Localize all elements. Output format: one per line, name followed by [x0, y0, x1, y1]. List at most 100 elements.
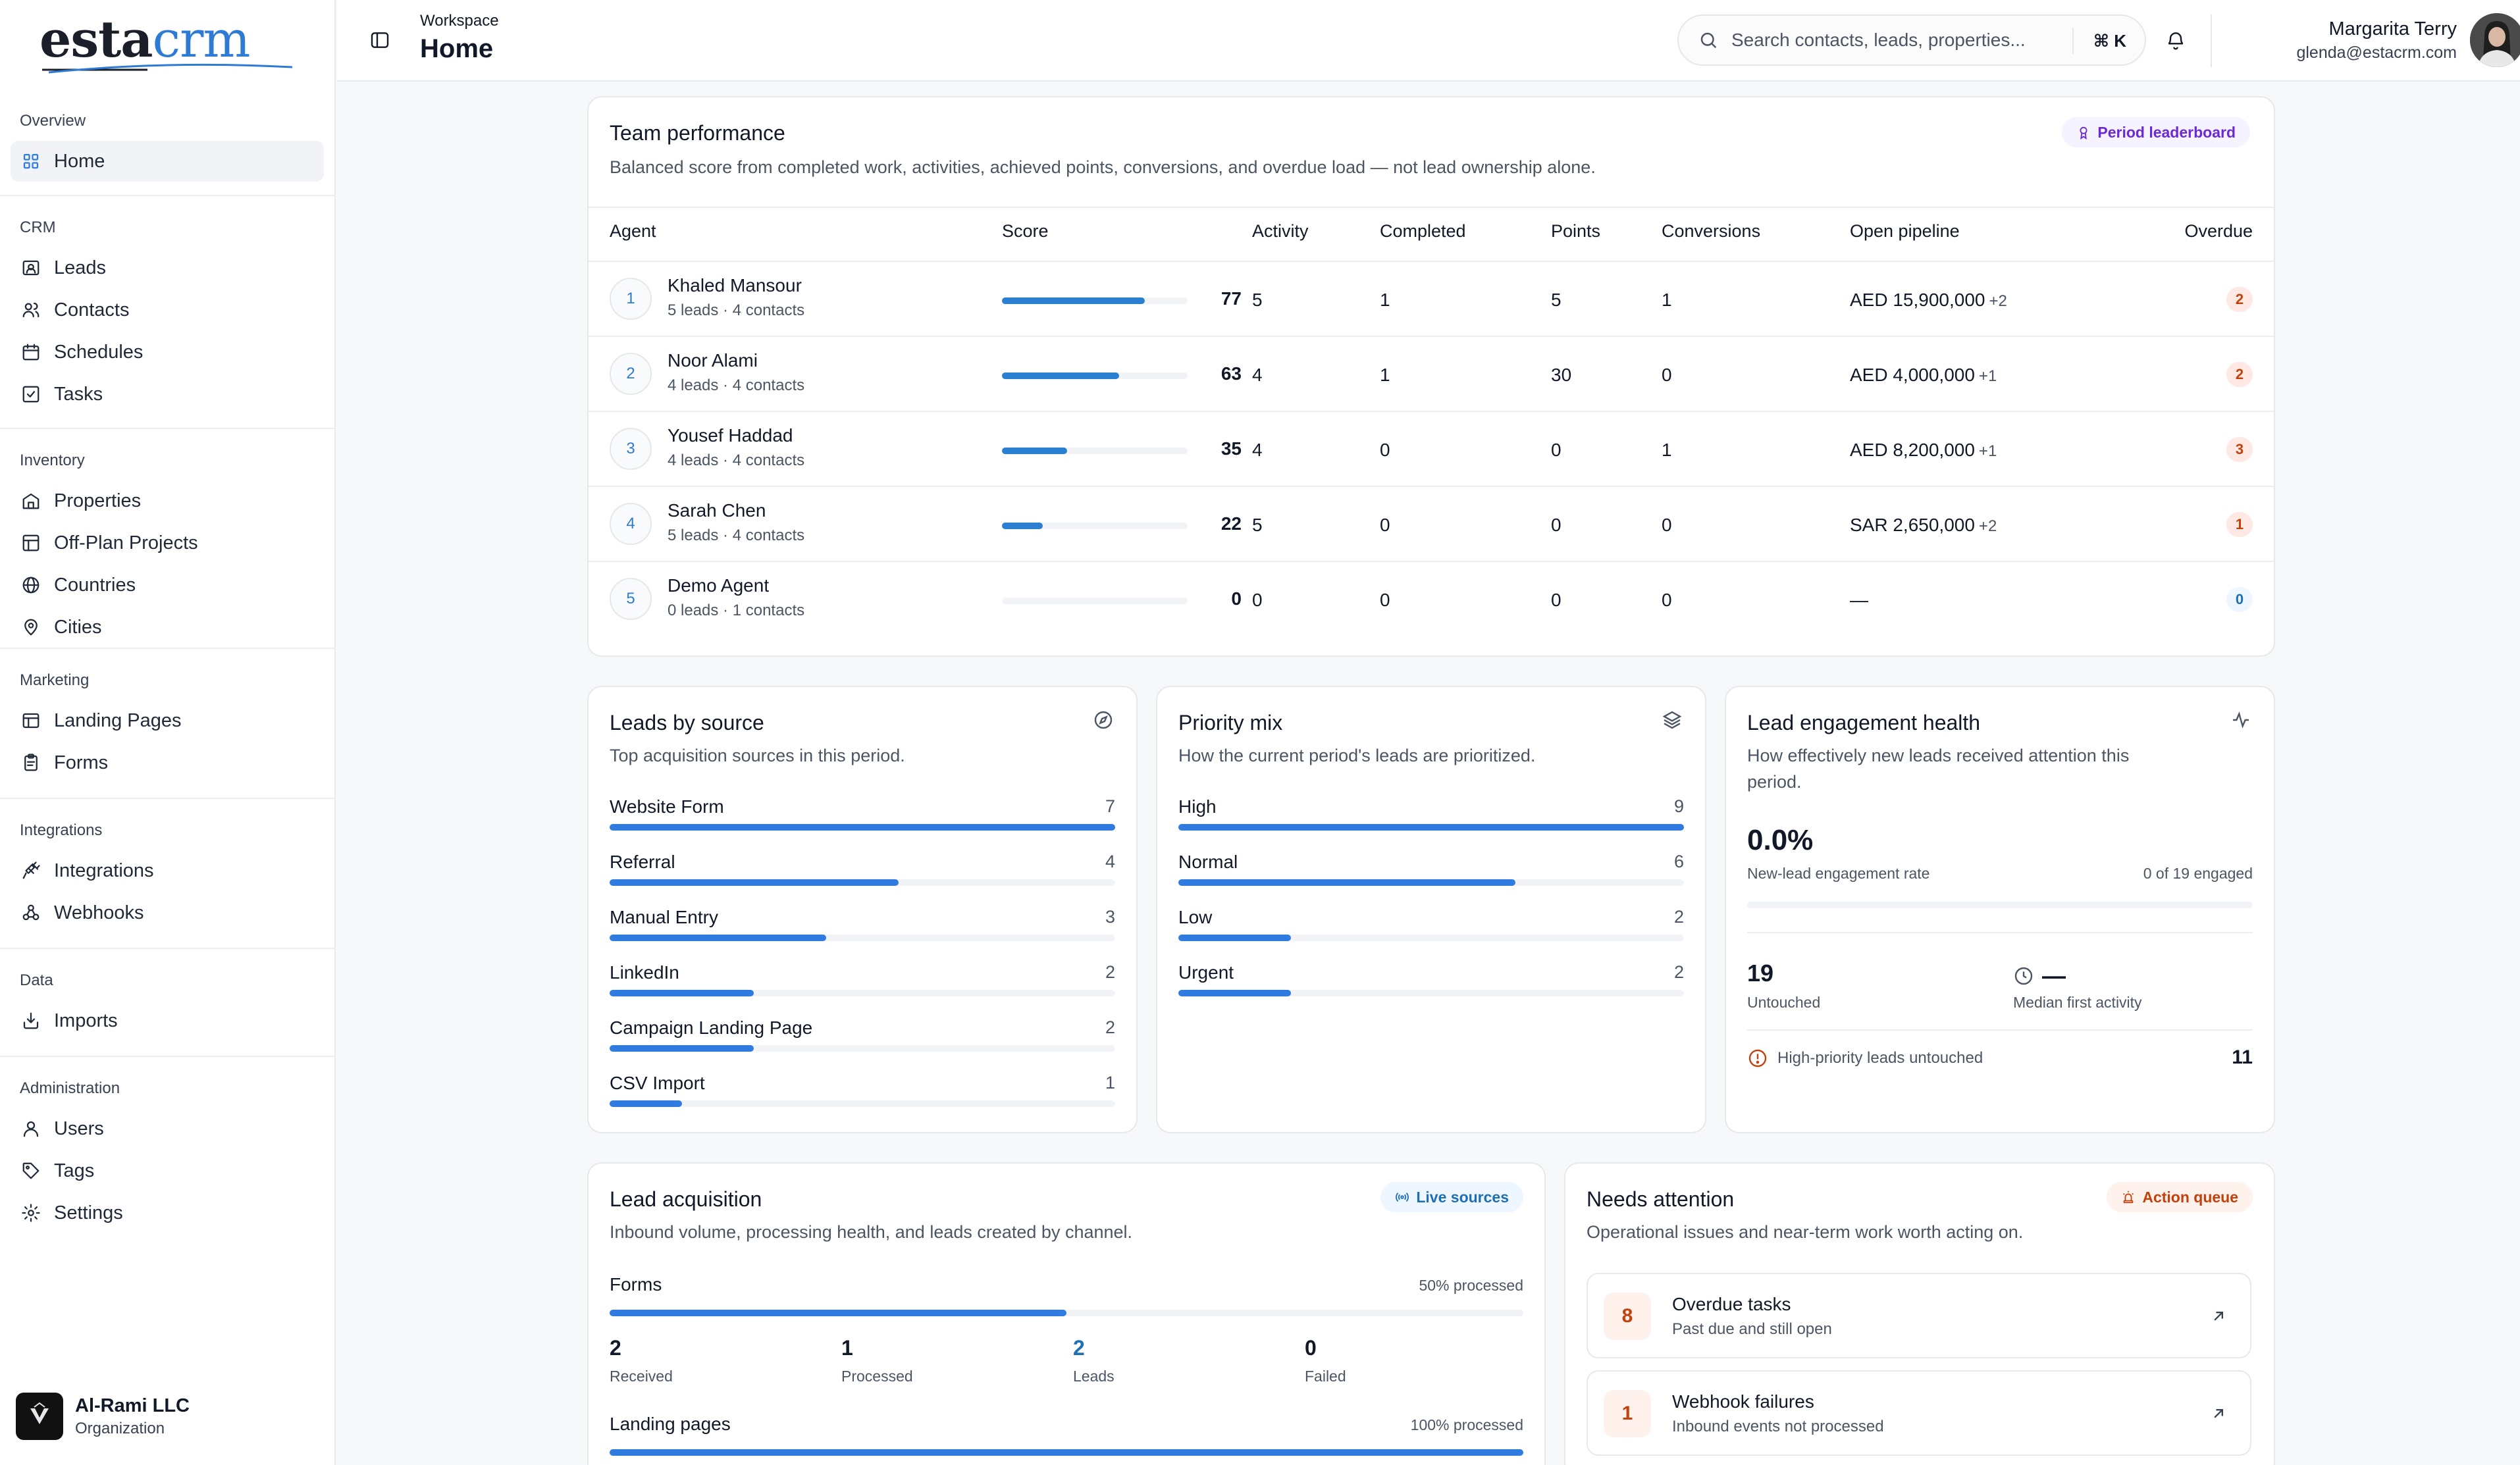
- high-priority-untouched-label: High-priority leads untouched: [1777, 1049, 1983, 1067]
- agent-meta: 5 leads · 4 contacts: [668, 527, 805, 544]
- attention-item-webhook-failures[interactable]: 1 Webhook failures Inbound events not proc…: [1587, 1370, 2251, 1456]
- sidebar-item-webhooks[interactable]: Webhooks: [11, 892, 324, 933]
- column-header-points[interactable]: Points: [1551, 221, 1601, 241]
- period-leaderboard-badge[interactable]: Period leaderboard: [2062, 117, 2250, 147]
- sidebar-item-off-plan-projects[interactable]: Off-Plan Projects: [11, 523, 324, 563]
- search-input[interactable]: [1731, 30, 2061, 51]
- priority-label-urgent[interactable]: Urgent: [1178, 962, 1234, 983]
- column-header-conversions[interactable]: Conversions: [1662, 221, 1761, 241]
- priority-bar-fill: [1178, 879, 1515, 886]
- sidebar-item-label: Imports: [54, 1010, 118, 1031]
- logo-text-esta: esta: [39, 10, 153, 68]
- pipeline-more-count[interactable]: +2: [1978, 517, 1997, 535]
- overdue-badge[interactable]: 0: [2226, 587, 2253, 612]
- org-logo-icon: [16, 1393, 63, 1440]
- sources-label-referral[interactable]: Referral: [610, 852, 675, 872]
- column-header-completed[interactable]: Completed: [1380, 221, 1466, 241]
- conversions-value: 0: [1662, 365, 1672, 385]
- pipeline-more-count[interactable]: +1: [1978, 442, 1997, 460]
- pipeline-value: SAR 2,650,000: [1850, 515, 1975, 535]
- calendar-icon: [20, 341, 42, 363]
- table-row[interactable]: 2 Noor Alami 4 leads · 4 contacts 63 4 1 30 0 AE…: [589, 336, 2274, 411]
- sidebar-item-countries[interactable]: Countries: [11, 565, 324, 605]
- attention-item-overdue-tasks[interactable]: 8 Overdue tasks Past due and still open: [1587, 1273, 2251, 1358]
- sidebar-item-imports[interactable]: Imports: [11, 1000, 324, 1041]
- column-header-open-pipeline[interactable]: Open pipeline: [1850, 221, 1960, 241]
- table-row[interactable]: 5 Demo Agent 0 leads · 1 contacts 0 0 0 0 0—0: [589, 561, 2274, 636]
- agent-name[interactable]: Noor Alami: [668, 350, 758, 371]
- activity-value: 4: [1252, 440, 1263, 460]
- sidebar-item-label: Settings: [54, 1202, 123, 1223]
- overdue-badge[interactable]: 2: [2226, 362, 2253, 387]
- notifications-bell-icon[interactable]: [2161, 25, 2191, 55]
- user-name[interactable]: Margarita Terry: [2328, 18, 2457, 39]
- sources-label-manual-entry[interactable]: Manual Entry: [610, 907, 718, 927]
- column-header-score[interactable]: Score: [1002, 221, 1049, 241]
- sidebar-item-home[interactable]: Home: [11, 141, 324, 182]
- sources-label-linkedin[interactable]: LinkedIn: [610, 962, 679, 983]
- agent-name[interactable]: Khaled Mansour: [668, 275, 802, 296]
- overdue-badge[interactable]: 3: [2226, 437, 2253, 462]
- table-row[interactable]: 1 Khaled Mansour 5 leads · 4 contacts 77 5 1 5…: [589, 261, 2274, 336]
- sources-bar-fill: [610, 935, 827, 941]
- score-bar-fill: [1002, 448, 1067, 454]
- sidebar-item-users[interactable]: Users: [11, 1108, 324, 1149]
- action-queue-badge[interactable]: Action queue: [2107, 1182, 2253, 1212]
- live-sources-badge[interactable]: Live sources: [1380, 1182, 1523, 1212]
- sources-bar-fill: [610, 1100, 682, 1107]
- table-row[interactable]: 3 Yousef Haddad 4 leads · 4 contacts 35 4 0 0 1…: [589, 411, 2274, 486]
- engagement-rate-bar: [1747, 902, 2253, 908]
- completed-value: 0: [1380, 515, 1390, 535]
- agent-name[interactable]: Yousef Haddad: [668, 425, 793, 446]
- priority-label-normal[interactable]: Normal: [1178, 852, 1238, 872]
- grid-icon: [20, 150, 42, 172]
- sidebar-item-leads[interactable]: Leads: [11, 247, 324, 288]
- column-header-overdue[interactable]: Overdue: [2184, 221, 2253, 241]
- sidebar-item-landing-pages[interactable]: Landing Pages: [11, 700, 324, 741]
- sidebar-item-integrations[interactable]: Integrations: [11, 850, 324, 891]
- priority-label-low[interactable]: Low: [1178, 907, 1213, 927]
- sidebar-item-properties[interactable]: Properties: [11, 480, 324, 521]
- points-value: 0: [1551, 590, 1562, 610]
- arrow-up-right-icon[interactable]: [2207, 1402, 2230, 1426]
- brand-logo[interactable]: estacrm: [39, 7, 296, 74]
- table-row[interactable]: 4 Sarah Chen 5 leads · 4 contacts 22 5 0 0 0 SAR…: [589, 486, 2274, 561]
- sidebar-toggle-icon[interactable]: [365, 25, 395, 55]
- sidebar-item-tasks[interactable]: Tasks: [11, 374, 324, 415]
- open-pipeline: SAR 2,650,000 +2: [1850, 515, 1997, 536]
- sidebar-item-cities[interactable]: Cities: [11, 607, 324, 648]
- globe-icon: [20, 574, 42, 596]
- priority-label-high[interactable]: High: [1178, 796, 1217, 817]
- arrow-up-right-icon[interactable]: [2207, 1304, 2230, 1328]
- search-box[interactable]: ⌘ K: [1677, 14, 2146, 66]
- activity-value: 0: [1252, 590, 1263, 610]
- overdue-badge[interactable]: 1: [2226, 512, 2253, 537]
- column-header-agent[interactable]: Agent: [610, 221, 656, 241]
- conversions-value: 0: [1662, 515, 1672, 535]
- agent-name[interactable]: Demo Agent: [668, 575, 770, 596]
- overdue-badge[interactable]: 2: [2226, 287, 2253, 312]
- score-value: 63: [1221, 363, 1242, 384]
- score-bar: [1002, 598, 1188, 604]
- sidebar-item-settings[interactable]: Settings: [11, 1193, 324, 1233]
- sources-label-website-form[interactable]: Website Form: [610, 796, 724, 817]
- sources-value-campaign-landing-page: 2: [1105, 1017, 1115, 1037]
- forms-leads-value[interactable]: 2: [1073, 1336, 1085, 1360]
- pipeline-more-count[interactable]: +1: [1978, 367, 1997, 385]
- sidebar-item-contacts[interactable]: Contacts: [11, 290, 324, 330]
- completed-value: 0: [1380, 590, 1390, 610]
- user-avatar[interactable]: [2470, 13, 2520, 67]
- sidebar-item-schedules[interactable]: Schedules: [11, 332, 324, 373]
- sidebar-item-forms[interactable]: Forms: [11, 742, 324, 783]
- breadcrumb[interactable]: Workspace: [420, 12, 499, 30]
- sources-label-campaign-landing-page[interactable]: Campaign Landing Page: [610, 1017, 813, 1038]
- nav-divider: [0, 428, 336, 429]
- channel-landing-pages-name: Landing pages: [610, 1414, 731, 1434]
- agent-name[interactable]: Sarah Chen: [668, 500, 766, 521]
- high-priority-untouched-value: 11: [2232, 1046, 2253, 1068]
- column-header-activity[interactable]: Activity: [1252, 221, 1309, 241]
- sources-label-csv-import[interactable]: CSV Import: [610, 1073, 705, 1093]
- org-switcher[interactable]: Al-Rami LLC Organization: [16, 1385, 319, 1448]
- pipeline-more-count[interactable]: +2: [1989, 292, 2007, 310]
- sidebar-item-tags[interactable]: Tags: [11, 1150, 324, 1191]
